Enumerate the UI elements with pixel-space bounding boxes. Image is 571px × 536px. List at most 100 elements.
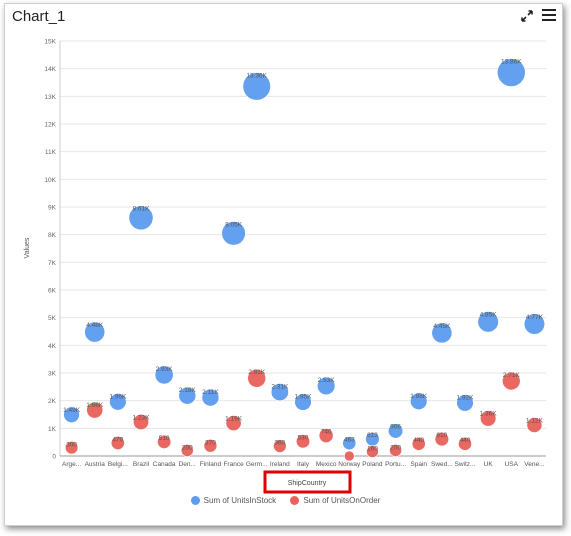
y-tick-label: 0 [52,454,56,461]
data-label: 1.49K [63,407,81,414]
data-label: 1.66K [86,402,104,409]
bubble-stock [523,313,546,335]
legend-label-stock: Sum of UnitsInStock [203,496,277,505]
data-label: 740 [321,428,332,435]
data-label: 610 [436,432,447,439]
x-tick-label: Arge... [62,461,81,468]
y-tick-label: 14K [44,66,56,73]
bubble-order [458,436,472,451]
legend-marker-order-icon [290,496,300,505]
x-tick-label: Mexico [316,461,337,468]
data-label: 1.95K [295,394,313,401]
y-axis-label: Values [24,237,31,258]
bubble-order [411,436,426,451]
data-label: 13.36K [246,73,267,80]
bubble-stock [316,376,336,396]
x-axis-label-highlight-box [263,470,352,494]
bubble-order [180,444,194,457]
data-label: 510 [159,435,170,442]
data-label: 1.19K [225,415,243,422]
data-label: 1.96K [109,393,127,400]
data-label: 1.98K [410,393,428,400]
bubble-stock [242,72,271,101]
expand-icon[interactable] [521,10,533,22]
x-tick-label: Portu... [385,461,406,468]
x-tick-label: Swed... [431,461,453,468]
bubble-order [366,445,379,458]
x-tick-label: UK [484,461,494,468]
bubble-order [203,438,218,453]
bubble-order [318,428,334,443]
data-label: 2.53K [318,377,336,384]
legend-label-order: Sum of UnitsOnOrder [303,496,381,505]
y-tick-label: 15K [44,39,56,46]
grid-lines [59,40,546,457]
bubble-stock [342,436,357,451]
bubble-stock [128,205,154,231]
bubble-order [86,401,104,419]
y-tick-label: 7K [48,260,57,267]
data-label: 13.86K [501,59,522,66]
x-tick-label: Brazil [133,461,150,468]
data-label: 200 [390,444,401,451]
y-tick-label: 9K [48,205,57,212]
data-label: 2.81K [248,369,266,376]
data-label: 2.18K [179,387,197,394]
bubble-order [157,434,172,449]
x-tick-label: Poland [362,461,383,468]
x-tick-label: France [223,461,244,468]
data-label: 4.45K [433,323,451,330]
data-label: 4.85K [480,311,498,318]
bubble-stock [477,311,499,333]
data-label: 1.23K [133,414,151,421]
data-label: 300 [66,441,77,448]
data-label: 370 [205,439,216,446]
y-tick-label: 10K [44,177,56,184]
bubble-stock [221,221,246,246]
bubble-order [502,371,521,391]
bubble-stock [154,365,174,385]
y-tick-label: 6K [48,288,57,295]
bubble-stock [178,386,197,405]
y-tick-label: 4K [48,343,57,350]
x-tick-label: Belgi... [108,461,128,468]
bubble-order [225,415,242,432]
data-label: 4.48K [86,322,104,329]
bubble-stock [456,394,474,412]
bubble-order [295,434,311,449]
bubble-stock [84,321,106,343]
data-label: 160 [367,446,378,453]
bubble-stock [387,423,404,439]
bubble-order [247,368,267,388]
data-label: 530 [298,435,309,442]
bubble-stock [63,406,80,424]
x-tick-label: Vene... [524,461,544,468]
legend-marker-stock-icon [190,496,200,505]
data-label: 2.71K [503,372,521,379]
data-label: 440 [460,437,471,444]
hamburger-menu-icon[interactable] [542,8,556,22]
y-tick-label: 1K [48,426,57,433]
bubble-stock [410,392,428,410]
bubble-stock [496,58,526,87]
bubble-order [526,417,543,433]
data-label: 2.31K [271,383,289,390]
x-axis-label[interactable]: ShipCountry [288,480,327,487]
chart-title: Chart_1 [12,8,66,25]
legend-item-stock[interactable]: Sum of UnitsInStock [190,496,277,505]
bubble-order [389,444,402,457]
bubble-order [110,436,125,450]
data-label: 360 [274,440,285,447]
bubble-order [480,410,497,427]
bubble-stock [431,322,453,344]
x-tick-label: Italy [297,461,310,468]
data-label: 613 [367,432,378,439]
data-label: 1.12K [526,417,544,424]
y-tick-label: 3K [48,371,57,378]
y-tick-label: 12K [44,122,56,129]
legend: Sum of UnitsInStock Sum of UnitsOnOrder [0,496,571,507]
x-tick-label: USA [505,461,519,468]
y-tick-label: 11K [45,149,57,156]
legend-item-order[interactable]: Sum of UnitsOnOrder [290,496,380,505]
